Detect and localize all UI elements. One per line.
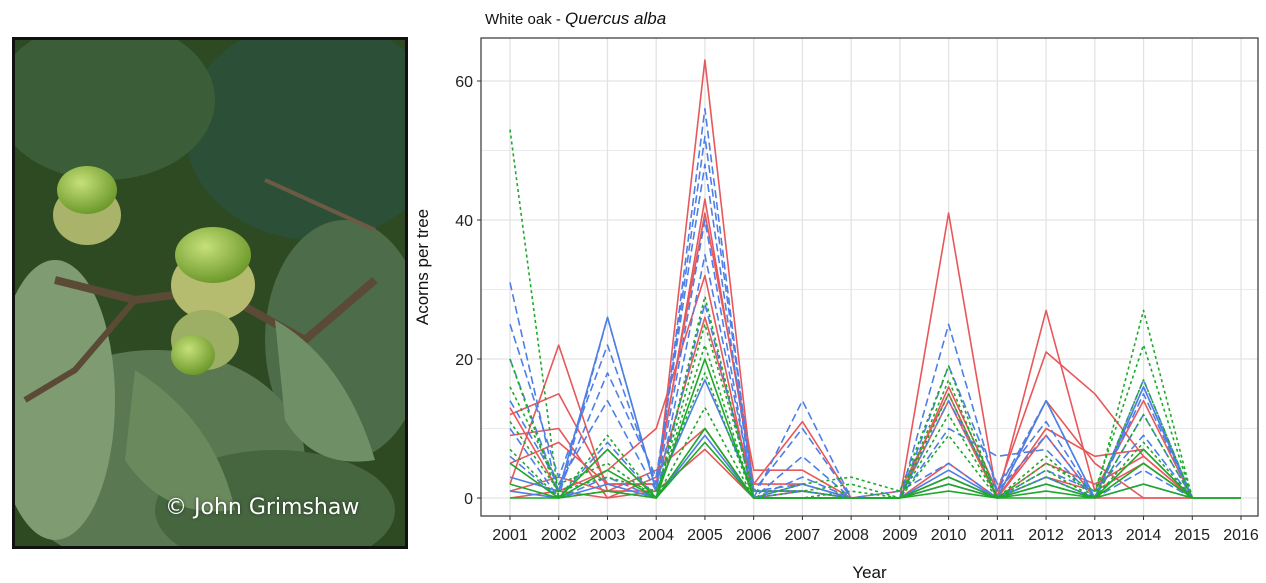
chart-title: White oak - Quercus alba <box>485 9 666 29</box>
chart-title-common: White oak - <box>485 11 566 28</box>
x-tick-label: 2007 <box>785 527 821 544</box>
x-tick-label: 2010 <box>931 527 967 544</box>
oak-photo: © John Grimshaw <box>12 37 408 549</box>
x-tick-label: 2005 <box>687 527 723 544</box>
x-tick-label: 2006 <box>736 527 772 544</box>
series-line-17 <box>509 323 1194 499</box>
x-tick-label: 2002 <box>541 527 577 544</box>
y-axis-label: Acorns per tree <box>413 209 432 325</box>
series-line-16 <box>509 129 1194 499</box>
x-tick-label: 2012 <box>1028 527 1064 544</box>
x-axis-label: Year <box>852 563 887 582</box>
photo-credit: © John Grimshaw <box>165 495 360 520</box>
x-tick-label: 2011 <box>980 527 1015 544</box>
grid-lines <box>481 38 1258 516</box>
x-tick-label: 2003 <box>590 527 626 544</box>
x-tick-label: 2009 <box>882 527 918 544</box>
x-tick-label: 2015 <box>1174 527 1210 544</box>
x-tick-label: 2004 <box>638 527 674 544</box>
x-tick-label: 2014 <box>1126 527 1162 544</box>
x-tick-label: 2016 <box>1223 527 1259 544</box>
y-tick-label: 0 <box>464 491 473 508</box>
chart-title-scientific: Quercus alba <box>565 9 667 28</box>
axes: 0 20 40 60 2001 2002 2003 2004 2005 2006 2007 2008 2… <box>455 74 1259 544</box>
series-line-13 <box>509 302 1193 499</box>
plot-frame <box>480 37 1259 517</box>
oak-leaves-image <box>15 40 405 546</box>
x-tick-label: 2013 <box>1077 527 1113 544</box>
y-tick-label: 20 <box>455 352 473 369</box>
x-tick-label: 2001 <box>492 527 528 544</box>
x-tick-label: 2008 <box>833 527 869 544</box>
series-line-23 <box>510 441 1241 499</box>
y-tick-label: 60 <box>455 74 473 91</box>
series-lines <box>509 59 1241 499</box>
y-tick-label: 40 <box>455 213 473 230</box>
series-line-18 <box>509 344 1194 499</box>
